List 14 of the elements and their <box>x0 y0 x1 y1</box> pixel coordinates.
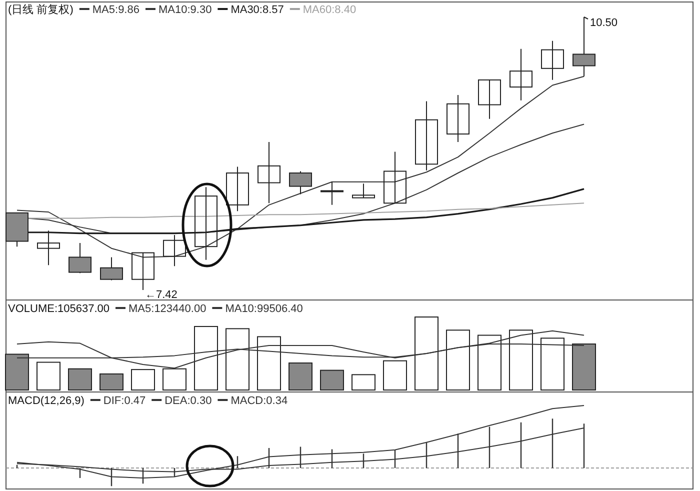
legend-label: MA5:123440.00 <box>128 303 206 315</box>
chart-title: MACD(12,26,9) <box>8 395 84 407</box>
annotation: ←7.42 <box>145 289 178 301</box>
legend-label: MA10:9.30 <box>158 4 212 16</box>
legend-label: DIF:0.47 <box>103 395 146 407</box>
legend-label: DEA:0.30 <box>164 395 212 407</box>
legend-label: MA5:9.86 <box>92 4 140 16</box>
legend-label: MA30:8.57 <box>230 4 284 16</box>
chart-title: (日线 前复权) <box>8 3 74 16</box>
annotation: 10.50 <box>590 17 618 29</box>
legend-label: MA10:99506.40 <box>225 303 303 315</box>
text: VOLUME:105637.00 <box>8 303 110 315</box>
legend-label: MA60:8.40 <box>302 4 356 16</box>
legend-label: MACD:0.34 <box>230 395 288 407</box>
